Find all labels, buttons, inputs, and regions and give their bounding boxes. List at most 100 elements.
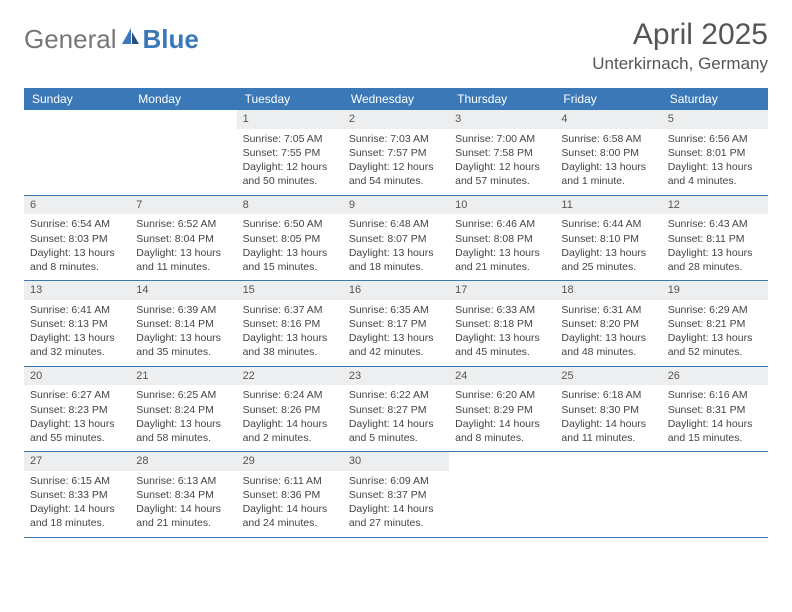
brand-part2: Blue (143, 24, 199, 55)
day-number: 18 (555, 281, 661, 300)
day-number (555, 452, 661, 471)
week-row: 6Sunrise: 6:54 AMSunset: 8:03 PMDaylight… (24, 196, 768, 282)
sunrise-text: Sunrise: 6:13 AM (136, 474, 230, 488)
day-number: 24 (449, 367, 555, 386)
day-cell: 1Sunrise: 7:05 AMSunset: 7:55 PMDaylight… (237, 110, 343, 195)
sunrise-text: Sunrise: 6:20 AM (455, 388, 549, 402)
day-number: 26 (662, 367, 768, 386)
day-number: 8 (237, 196, 343, 215)
daylight-text: Daylight: 13 hours and 35 minutes. (136, 331, 230, 359)
weekday-header: Friday (555, 88, 661, 110)
sunrise-text: Sunrise: 6:44 AM (561, 217, 655, 231)
sail-icon (119, 26, 141, 53)
daylight-text: Daylight: 14 hours and 21 minutes. (136, 502, 230, 530)
day-cell: 22Sunrise: 6:24 AMSunset: 8:26 PMDayligh… (237, 367, 343, 452)
sunset-text: Sunset: 8:16 PM (243, 317, 337, 331)
day-cell: 2Sunrise: 7:03 AMSunset: 7:57 PMDaylight… (343, 110, 449, 195)
day-cell: 8Sunrise: 6:50 AMSunset: 8:05 PMDaylight… (237, 196, 343, 281)
day-number: 12 (662, 196, 768, 215)
day-number: 19 (662, 281, 768, 300)
sunrise-text: Sunrise: 6:25 AM (136, 388, 230, 402)
day-cell (449, 452, 555, 537)
sunset-text: Sunset: 8:26 PM (243, 403, 337, 417)
day-cell: 4Sunrise: 6:58 AMSunset: 8:00 PMDaylight… (555, 110, 661, 195)
day-cell: 23Sunrise: 6:22 AMSunset: 8:27 PMDayligh… (343, 367, 449, 452)
day-number (130, 110, 236, 129)
day-number: 2 (343, 110, 449, 129)
day-cell: 5Sunrise: 6:56 AMSunset: 8:01 PMDaylight… (662, 110, 768, 195)
day-cell: 25Sunrise: 6:18 AMSunset: 8:30 PMDayligh… (555, 367, 661, 452)
sunset-text: Sunset: 8:33 PM (30, 488, 124, 502)
month-title: April 2025 (592, 18, 768, 52)
daylight-text: Daylight: 13 hours and 52 minutes. (668, 331, 762, 359)
day-cell: 29Sunrise: 6:11 AMSunset: 8:36 PMDayligh… (237, 452, 343, 537)
daylight-text: Daylight: 13 hours and 4 minutes. (668, 160, 762, 188)
day-cell: 19Sunrise: 6:29 AMSunset: 8:21 PMDayligh… (662, 281, 768, 366)
daylight-text: Daylight: 13 hours and 11 minutes. (136, 246, 230, 274)
sunrise-text: Sunrise: 6:31 AM (561, 303, 655, 317)
sunrise-text: Sunrise: 6:16 AM (668, 388, 762, 402)
week-row: 20Sunrise: 6:27 AMSunset: 8:23 PMDayligh… (24, 367, 768, 453)
daylight-text: Daylight: 13 hours and 18 minutes. (349, 246, 443, 274)
sunrise-text: Sunrise: 6:52 AM (136, 217, 230, 231)
sunrise-text: Sunrise: 6:27 AM (30, 388, 124, 402)
day-number: 25 (555, 367, 661, 386)
day-cell: 3Sunrise: 7:00 AMSunset: 7:58 PMDaylight… (449, 110, 555, 195)
day-number (662, 452, 768, 471)
daylight-text: Daylight: 13 hours and 55 minutes. (30, 417, 124, 445)
day-number: 23 (343, 367, 449, 386)
day-number: 6 (24, 196, 130, 215)
day-cell: 6Sunrise: 6:54 AMSunset: 8:03 PMDaylight… (24, 196, 130, 281)
sunset-text: Sunset: 8:04 PM (136, 232, 230, 246)
day-cell: 14 Sunrise: 6:39 AMSunset: 8:14 PMDayligh… (130, 281, 236, 366)
day-cell: 28 Sunrise: 6:13 AMSunset: 8:34 PMDayligh… (130, 452, 236, 537)
daylight-text: Daylight: 14 hours and 15 minutes. (668, 417, 762, 445)
day-cell: 10Sunrise: 6:46 AMSunset: 8:08 PMDayligh… (449, 196, 555, 281)
sunset-text: Sunset: 8:29 PM (455, 403, 549, 417)
sunset-text: Sunset: 8:00 PM (561, 146, 655, 160)
day-cell: 13Sunrise: 6:41 AMSunset: 8:13 PMDayligh… (24, 281, 130, 366)
day-number: 21 (130, 367, 236, 386)
day-number: 14 (130, 281, 236, 300)
day-number: 4 (555, 110, 661, 129)
day-cell: 11Sunrise: 6:44 AMSunset: 8:10 PMDayligh… (555, 196, 661, 281)
sunset-text: Sunset: 8:34 PM (136, 488, 230, 502)
daylight-text: Daylight: 12 hours and 54 minutes. (349, 160, 443, 188)
day-cell: 20Sunrise: 6:27 AMSunset: 8:23 PMDayligh… (24, 367, 130, 452)
sunset-text: Sunset: 7:55 PM (243, 146, 337, 160)
location: Unterkirnach, Germany (592, 54, 768, 74)
sunrise-text: Sunrise: 6:11 AM (243, 474, 337, 488)
day-number: 29 (237, 452, 343, 471)
sunset-text: Sunset: 8:36 PM (243, 488, 337, 502)
sunrise-text: Sunrise: 6:39 AM (136, 303, 230, 317)
day-number: 13 (24, 281, 130, 300)
daylight-text: Daylight: 13 hours and 1 minute. (561, 160, 655, 188)
daylight-text: Daylight: 14 hours and 2 minutes. (243, 417, 337, 445)
sunrise-text: Sunrise: 7:05 AM (243, 132, 337, 146)
day-number: 1 (237, 110, 343, 129)
day-cell: 30Sunrise: 6:09 AMSunset: 8:37 PMDayligh… (343, 452, 449, 537)
week-row: 27Sunrise: 6:15 AMSunset: 8:33 PMDayligh… (24, 452, 768, 538)
sunset-text: Sunset: 8:31 PM (668, 403, 762, 417)
sunset-text: Sunset: 8:14 PM (136, 317, 230, 331)
week-row: 13Sunrise: 6:41 AMSunset: 8:13 PMDayligh… (24, 281, 768, 367)
day-cell: 24Sunrise: 6:20 AMSunset: 8:29 PMDayligh… (449, 367, 555, 452)
day-number: 28 (130, 452, 236, 471)
weekday-header: Saturday (662, 88, 768, 110)
day-number: 7 (130, 196, 236, 215)
title-block: April 2025 Unterkirnach, Germany (592, 18, 768, 74)
daylight-text: Daylight: 13 hours and 28 minutes. (668, 246, 762, 274)
day-number: 20 (24, 367, 130, 386)
sunrise-text: Sunrise: 6:37 AM (243, 303, 337, 317)
day-cell (555, 452, 661, 537)
sunset-text: Sunset: 8:21 PM (668, 317, 762, 331)
day-cell (24, 110, 130, 195)
day-number: 17 (449, 281, 555, 300)
sunrise-text: Sunrise: 6:54 AM (30, 217, 124, 231)
weekday-header: Tuesday (237, 88, 343, 110)
weekday-header-row: SundayMondayTuesdayWednesdayThursdayFrid… (24, 88, 768, 110)
sunset-text: Sunset: 8:07 PM (349, 232, 443, 246)
daylight-text: Daylight: 13 hours and 45 minutes. (455, 331, 549, 359)
weekday-header: Wednesday (343, 88, 449, 110)
daylight-text: Daylight: 14 hours and 5 minutes. (349, 417, 443, 445)
